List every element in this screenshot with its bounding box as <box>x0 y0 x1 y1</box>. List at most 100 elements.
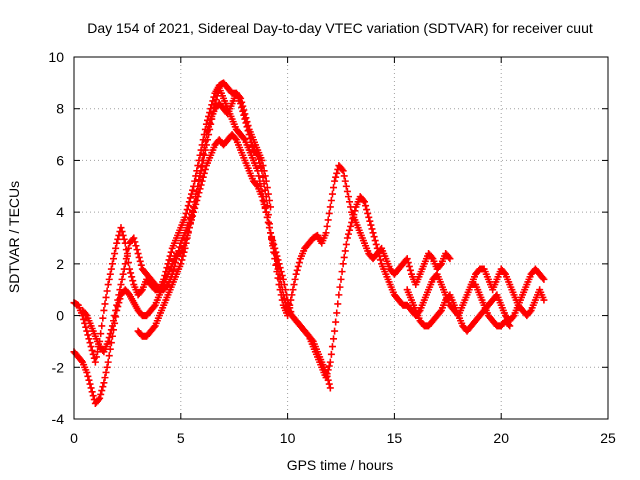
data-point <box>285 300 293 308</box>
data-point <box>124 244 132 252</box>
data-point <box>344 230 352 238</box>
data-point <box>254 167 262 175</box>
data-point <box>105 334 113 342</box>
data-point <box>121 260 129 268</box>
data-point <box>167 248 175 256</box>
data-point <box>343 187 351 195</box>
data-point <box>259 162 267 170</box>
data-point <box>231 134 239 142</box>
data-point <box>199 173 207 181</box>
data-point <box>212 96 220 104</box>
data-point <box>262 208 270 216</box>
data-point <box>405 262 413 270</box>
data-point <box>80 315 88 323</box>
data-point <box>198 156 206 164</box>
data-point <box>110 317 118 325</box>
data-point <box>360 198 368 206</box>
data-point <box>84 372 92 380</box>
data-point <box>338 165 346 173</box>
data-point <box>117 281 125 289</box>
data-point <box>342 182 350 190</box>
data-point <box>240 106 248 114</box>
data-point <box>180 248 188 256</box>
data-point <box>290 281 298 289</box>
x-tick-label: 20 <box>493 430 509 446</box>
data-point <box>328 343 336 351</box>
data-point <box>101 300 109 308</box>
data-point <box>136 257 144 265</box>
data-point <box>371 237 379 245</box>
data-point <box>258 156 266 164</box>
data-point <box>341 177 349 185</box>
data-point <box>350 211 358 219</box>
data-point <box>346 226 354 234</box>
data-point <box>87 343 95 351</box>
data-point <box>243 118 251 126</box>
data-point <box>181 213 189 221</box>
data-point <box>359 197 367 205</box>
data-point <box>264 190 272 198</box>
data-point <box>362 202 370 210</box>
data-point <box>333 309 341 317</box>
x-tick-label: 25 <box>600 430 616 446</box>
data-point <box>265 224 273 232</box>
data-point <box>123 250 131 258</box>
data-point <box>108 260 116 268</box>
data-point <box>175 247 183 255</box>
data-point <box>280 295 288 303</box>
data-point <box>341 247 349 255</box>
data-point <box>163 282 171 290</box>
data-point <box>98 322 106 330</box>
data-point <box>278 271 286 279</box>
data-point <box>199 150 207 158</box>
y-tick-label: 4 <box>56 204 64 220</box>
data-point <box>332 318 340 326</box>
y-tick-label: -2 <box>52 359 65 375</box>
data-point <box>116 286 124 294</box>
data-point <box>112 306 120 314</box>
data-point <box>187 211 195 219</box>
data-point <box>365 213 373 221</box>
data-point <box>267 203 275 211</box>
data-point <box>540 275 548 283</box>
y-tick-label: 10 <box>48 49 64 65</box>
data-point <box>87 384 95 392</box>
series-track-2 <box>70 131 514 407</box>
data-point <box>261 172 269 180</box>
data-point <box>373 244 381 252</box>
data-point <box>106 330 114 338</box>
data-point <box>93 348 101 356</box>
data-point <box>117 224 125 232</box>
data-point <box>112 244 120 252</box>
data-point <box>295 259 303 267</box>
data-point <box>129 277 137 285</box>
data-point <box>200 144 208 151</box>
data-point <box>83 327 91 335</box>
data-point <box>260 198 268 206</box>
data-point <box>192 193 200 201</box>
data-point <box>165 256 173 264</box>
data-point <box>120 235 128 243</box>
data-point <box>259 193 267 201</box>
data-point <box>283 291 291 299</box>
data-point <box>363 206 371 214</box>
data-point <box>196 169 204 177</box>
data-point <box>122 255 130 263</box>
data-point <box>84 331 92 339</box>
data-point <box>137 261 145 269</box>
data-point <box>204 127 211 135</box>
data-point <box>205 123 213 131</box>
data-point <box>291 275 299 283</box>
x-tick-label: 15 <box>387 430 403 446</box>
data-point <box>171 259 179 267</box>
data-point <box>77 357 85 365</box>
data-point <box>105 352 113 360</box>
data-point <box>436 261 444 269</box>
data-point <box>118 275 126 283</box>
data-point <box>263 213 271 221</box>
data-point <box>500 269 508 277</box>
data-point <box>335 291 343 299</box>
data-point <box>89 392 97 400</box>
data-point <box>130 234 138 242</box>
series-track-6 <box>467 265 548 320</box>
